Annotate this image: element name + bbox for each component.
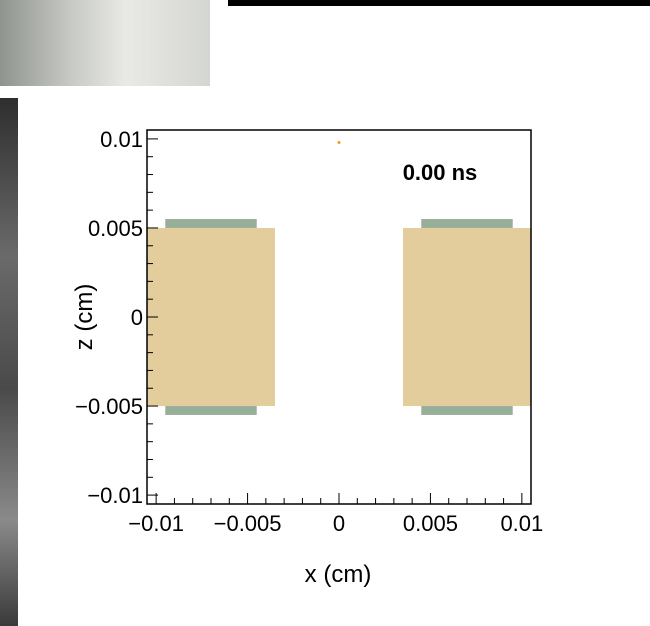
x-tick-labels: −0.01 −0.005 0 0.005 0.01 bbox=[128, 511, 543, 536]
detector-region-0 bbox=[147, 227, 275, 407]
x-tick-label-2: 0 bbox=[333, 511, 345, 536]
axis-ticks bbox=[147, 138, 523, 504]
y-tick-label-4: 0.01 bbox=[100, 127, 143, 152]
detector-region-5 bbox=[421, 406, 513, 415]
background-photo-top bbox=[0, 0, 210, 86]
data-point-0 bbox=[337, 140, 341, 144]
y-tick-label-3: 0.005 bbox=[88, 216, 143, 241]
y-axis-title: z (cm) bbox=[71, 284, 98, 351]
detector-regions bbox=[147, 219, 531, 415]
x-tick-label-3: 0.005 bbox=[403, 511, 458, 536]
detector-region-3 bbox=[165, 406, 257, 415]
detector-region-1 bbox=[403, 227, 531, 407]
background-black-bar bbox=[228, 0, 650, 6]
data-points bbox=[337, 140, 341, 144]
y-tick-label-1: −0.005 bbox=[75, 394, 143, 419]
background-photo-left bbox=[0, 98, 18, 626]
x-axis-title: x (cm) bbox=[305, 561, 372, 588]
y-tick-label-2: 0 bbox=[131, 305, 143, 330]
detector-region-4 bbox=[421, 219, 513, 228]
y-tick-label-0: −0.01 bbox=[87, 483, 143, 508]
time-annotation: 0.00 ns bbox=[403, 160, 478, 185]
detector-region-2 bbox=[165, 219, 257, 228]
x-tick-label-0: −0.01 bbox=[128, 511, 184, 536]
x-tick-label-1: −0.005 bbox=[214, 511, 282, 536]
x-tick-label-4: 0.01 bbox=[500, 511, 543, 536]
y-tick-labels: −0.01 −0.005 0 0.005 0.01 bbox=[75, 127, 143, 508]
